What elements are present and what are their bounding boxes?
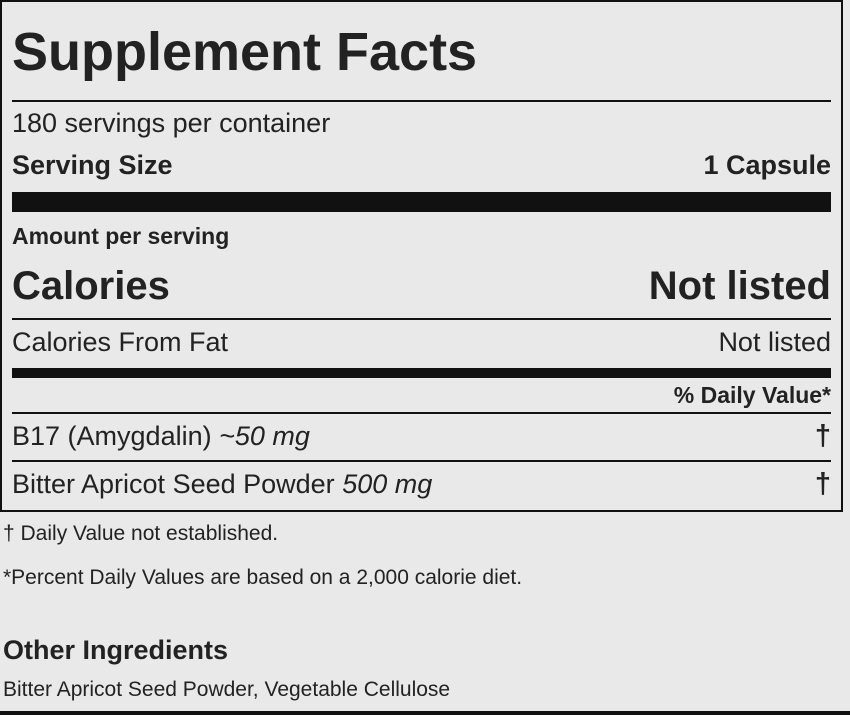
percent-daily-value-footnote: *Percent Daily Values are based on a 2,0…: [3, 566, 523, 589]
nutrient-daily-value: †: [814, 419, 831, 452]
divider-thin: [12, 460, 831, 462]
nutrient-name-amount: B17 (Amygdalin) ~50 mg: [12, 421, 310, 452]
supplement-facts-inner: Supplement Facts 180 servings per contai…: [12, 2, 831, 510]
servings-per-container-row: 180 servings per container: [12, 106, 831, 140]
bottom-border: [0, 711, 850, 715]
calories-from-fat-label: Calories From Fat: [12, 326, 229, 357]
calories-label: Calories: [12, 263, 170, 308]
divider-thin: [12, 100, 831, 102]
nutrient-row: B17 (Amygdalin) ~50 mg †: [12, 414, 831, 458]
daily-value-header: % Daily Value*: [673, 381, 831, 408]
divider-thin: [12, 318, 831, 320]
serving-size-row: Serving Size 1 Capsule: [12, 146, 831, 184]
serving-size-value: 1 Capsule: [703, 149, 831, 180]
dagger-footnote: † Daily Value not established.: [3, 522, 279, 545]
amount-per-serving-row: Amount per serving: [12, 220, 831, 252]
calories-value: Not listed: [648, 263, 831, 308]
nutrient-amount: ~50 mg: [219, 420, 310, 451]
calories-from-fat-value: Not listed: [718, 326, 831, 357]
serving-size-label: Serving Size: [12, 149, 173, 180]
supplement-facts-panel: Supplement Facts 180 servings per contai…: [0, 0, 843, 512]
nutrient-name-amount: Bitter Apricot Seed Powder 500 mg: [12, 469, 432, 500]
nutrient-amount: 500 mg: [342, 468, 433, 499]
nutrient-daily-value: †: [814, 467, 831, 500]
calories-row: Calories Not listed: [12, 258, 831, 314]
servings-per-container: 180 servings per container: [12, 107, 331, 138]
divider-medium: [12, 368, 831, 378]
other-ingredients-list: Bitter Apricot Seed Powder, Vegetable Ce…: [3, 678, 451, 701]
nutrient-name: Bitter Apricot Seed Powder: [12, 468, 335, 499]
other-ingredients-title: Other Ingredients: [3, 635, 229, 665]
divider-thin: [12, 412, 831, 414]
nutrient-row: Bitter Apricot Seed Powder 500 mg †: [12, 462, 831, 506]
amount-per-serving-label: Amount per serving: [12, 222, 230, 249]
panel-title: Supplement Facts: [12, 22, 478, 82]
daily-value-header-row: % Daily Value*: [12, 379, 831, 411]
divider-thick: [12, 192, 831, 212]
calories-from-fat-row: Calories From Fat Not listed: [12, 322, 831, 362]
nutrient-name: B17 (Amygdalin): [12, 420, 212, 451]
